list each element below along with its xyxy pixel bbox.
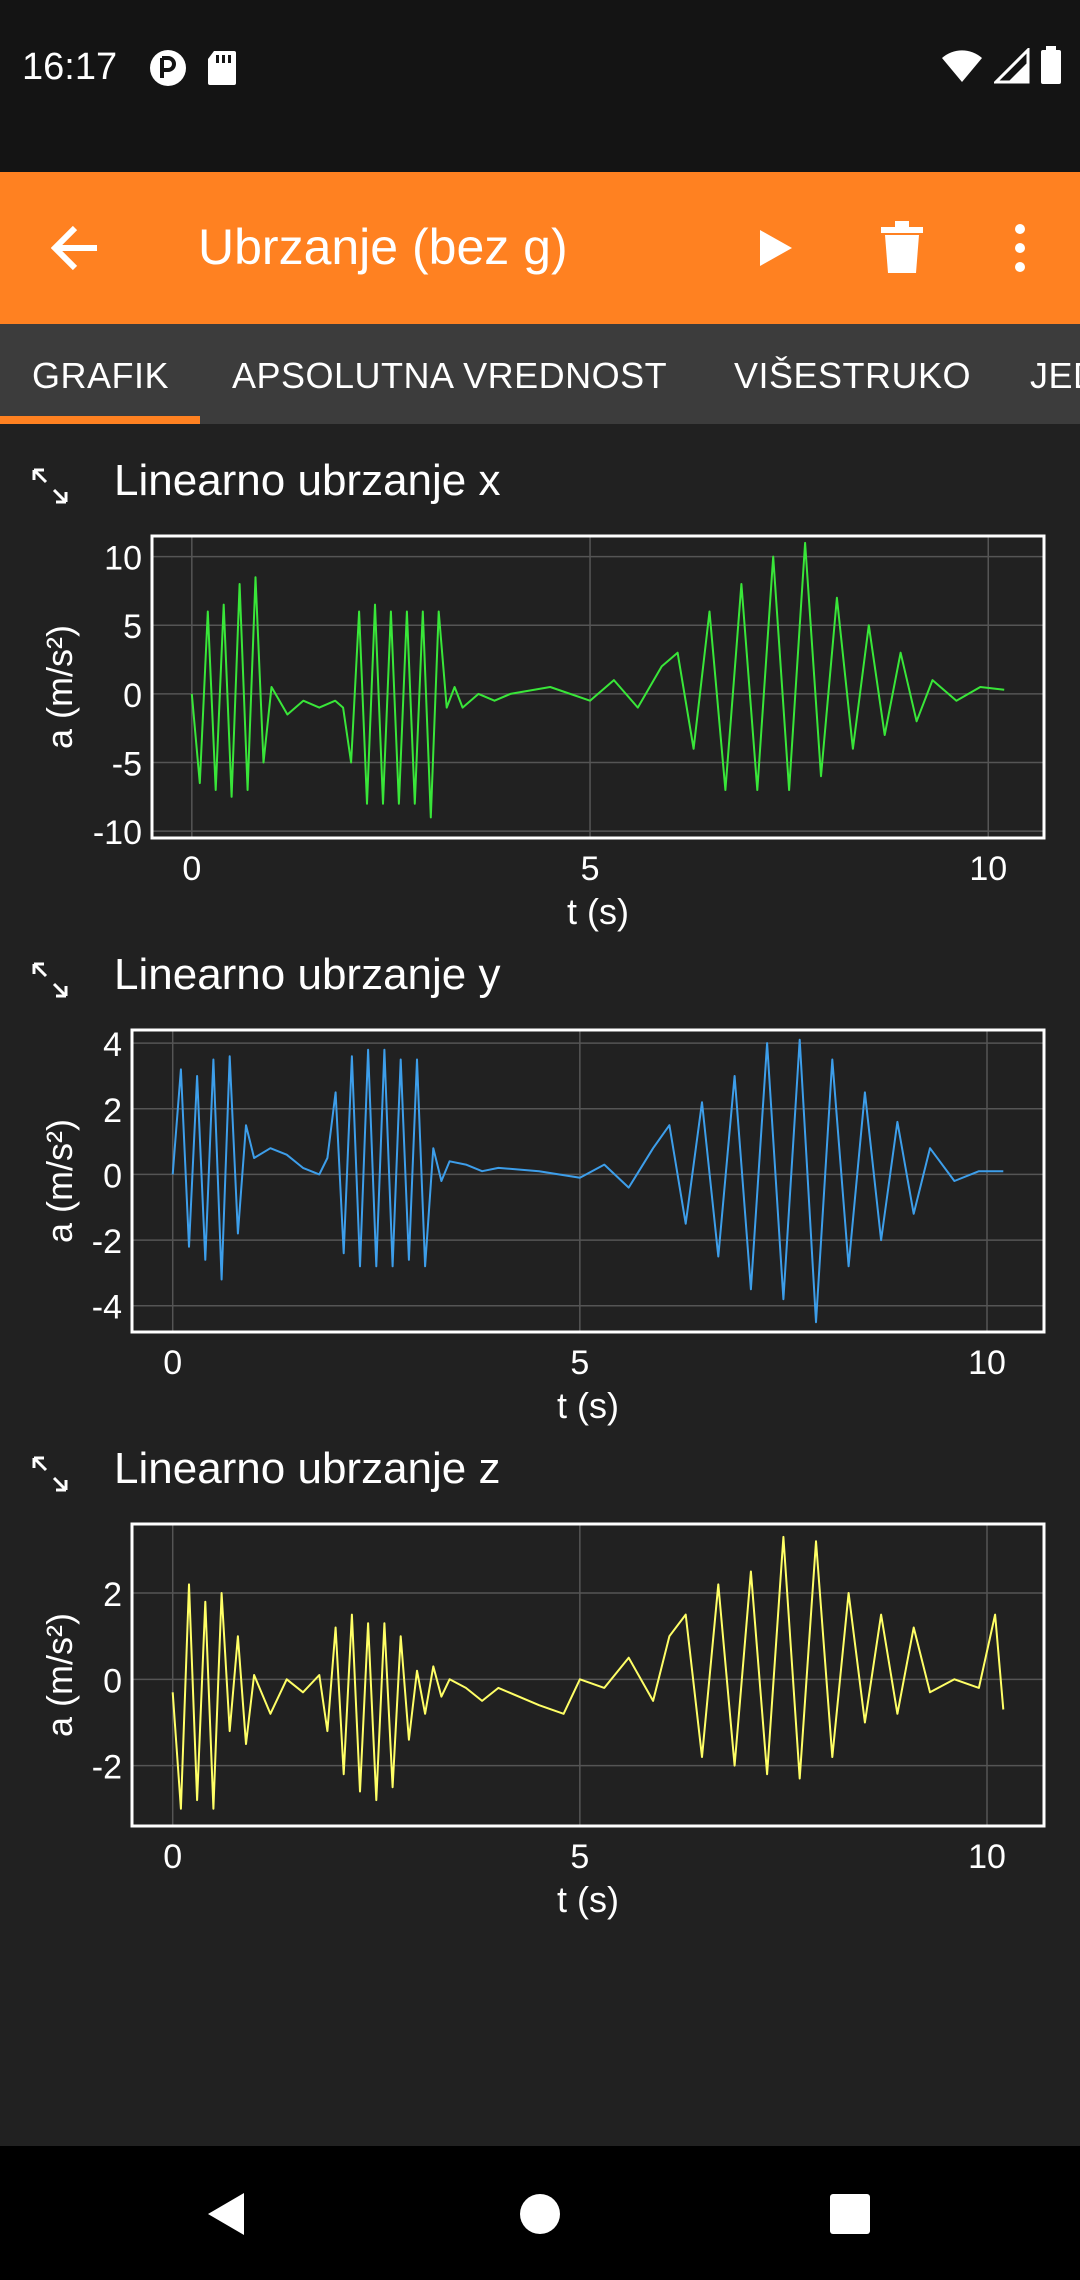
expand-icon[interactable] <box>30 466 70 506</box>
chart-x: 10 5 0 -5 -10 0 5 10 t (s) a (m/s²) <box>39 534 1046 932</box>
y-tick-label: -2 <box>92 1749 122 1787</box>
x-tick-label: 5 <box>570 1344 589 1382</box>
play-button[interactable] <box>746 218 806 278</box>
plot-area <box>132 1030 1044 1332</box>
nav-back-icon <box>208 2193 244 2235</box>
plot-area <box>132 1524 1044 1826</box>
y-tick-label: 0 <box>103 1157 122 1195</box>
y-tick-label: 0 <box>123 677 142 715</box>
app-title: Ubrzanje (bez g) <box>198 219 568 275</box>
y-tick-label: 5 <box>123 608 142 646</box>
nav-back-button[interactable] <box>196 2186 256 2242</box>
status-time: 16:17 <box>22 46 118 88</box>
x-axis-label: t (s) <box>567 891 629 932</box>
arrow-back-icon <box>51 226 97 270</box>
y-tick-label: 4 <box>103 1026 122 1064</box>
sd-card-icon <box>206 49 238 92</box>
plot-frame <box>130 1522 1046 1828</box>
app-bar: Ubrzanje (bez g) <box>0 172 1080 324</box>
wifi-icon <box>940 48 984 89</box>
x-tick-label: 5 <box>581 850 600 888</box>
plot-frame <box>150 534 1046 840</box>
series-line <box>171 1535 1005 1810</box>
y-tick-label: 2 <box>103 1092 122 1130</box>
chart-title-z: Linearno ubrzanje z <box>114 1444 501 1493</box>
status-right-icons <box>940 46 1062 91</box>
y-tick-label: -4 <box>92 1289 122 1327</box>
tab-indicator <box>0 416 200 424</box>
tab-apsolutna-vrednost[interactable]: APSOLUTNA VREDNOST <box>232 355 668 396</box>
x-axis-label: t (s) <box>557 1879 619 1920</box>
tab-visestruko[interactable]: VIŠESTRUKO <box>734 355 972 396</box>
x-tick-label: 0 <box>182 850 201 888</box>
plot-area <box>152 536 1044 838</box>
x-tick-label: 0 <box>163 1344 182 1382</box>
navigation-bar <box>0 2146 1080 2280</box>
plot-frame <box>130 1028 1046 1334</box>
back-button[interactable] <box>46 218 106 278</box>
nav-recents-icon <box>830 2194 870 2234</box>
expand-icon[interactable] <box>30 960 70 1000</box>
nav-home-icon <box>520 2194 560 2234</box>
delete-button[interactable] <box>872 214 932 280</box>
y-tick-label: 2 <box>103 1576 122 1614</box>
notification-app-icon <box>148 48 188 93</box>
x-tick-label: 0 <box>163 1838 182 1876</box>
chart-z: 2 0 -2 0 5 10 t (s) a (m/s²) <box>39 1522 1046 1920</box>
y-axis-label: a (m/s²) <box>39 1613 80 1737</box>
x-axis-label: t (s) <box>557 1385 619 1426</box>
x-tick-label: 10 <box>968 1838 1006 1876</box>
y-tick-label: 0 <box>103 1662 122 1700</box>
nav-recents-button[interactable] <box>820 2186 880 2242</box>
y-tick-label: -5 <box>112 746 142 784</box>
tab-jednostavno[interactable]: JEDNOSTAVNO <box>1030 355 1080 396</box>
y-axis-label: a (m/s²) <box>39 1119 80 1243</box>
y-tick-label: 10 <box>104 540 142 578</box>
chart-title-x: Linearno ubrzanje x <box>114 456 501 505</box>
tab-bar: GRAFIK APSOLUTNA VREDNOST VIŠESTRUKO JED… <box>0 324 1080 424</box>
nav-home-button[interactable] <box>510 2186 570 2242</box>
cell-signal-icon <box>992 46 1030 89</box>
x-tick-label: 10 <box>968 1344 1006 1382</box>
series-line <box>190 541 1005 819</box>
more-options-button[interactable] <box>1000 216 1040 280</box>
play-icon <box>760 230 792 266</box>
chart-title-y: Linearno ubrzanje y <box>114 950 501 999</box>
x-tick-label: 10 <box>969 850 1007 888</box>
expand-icon[interactable] <box>30 1454 70 1494</box>
battery-icon <box>1040 46 1062 91</box>
x-tick-label: 5 <box>570 1838 589 1876</box>
series-line <box>171 1038 1004 1324</box>
y-tick-label: -2 <box>92 1223 122 1261</box>
trash-icon <box>881 221 923 273</box>
y-axis-label: a (m/s²) <box>39 625 80 749</box>
status-bar: 16:17 <box>0 0 1080 172</box>
tab-grafik[interactable]: GRAFIK <box>32 355 170 396</box>
chart-y: 4 2 0 -2 -4 0 5 10 t (s) a (m/s²) <box>39 1026 1046 1426</box>
status-left-icons <box>148 48 238 93</box>
more-vert-icon <box>1015 224 1025 272</box>
y-tick-label: -10 <box>93 814 142 852</box>
